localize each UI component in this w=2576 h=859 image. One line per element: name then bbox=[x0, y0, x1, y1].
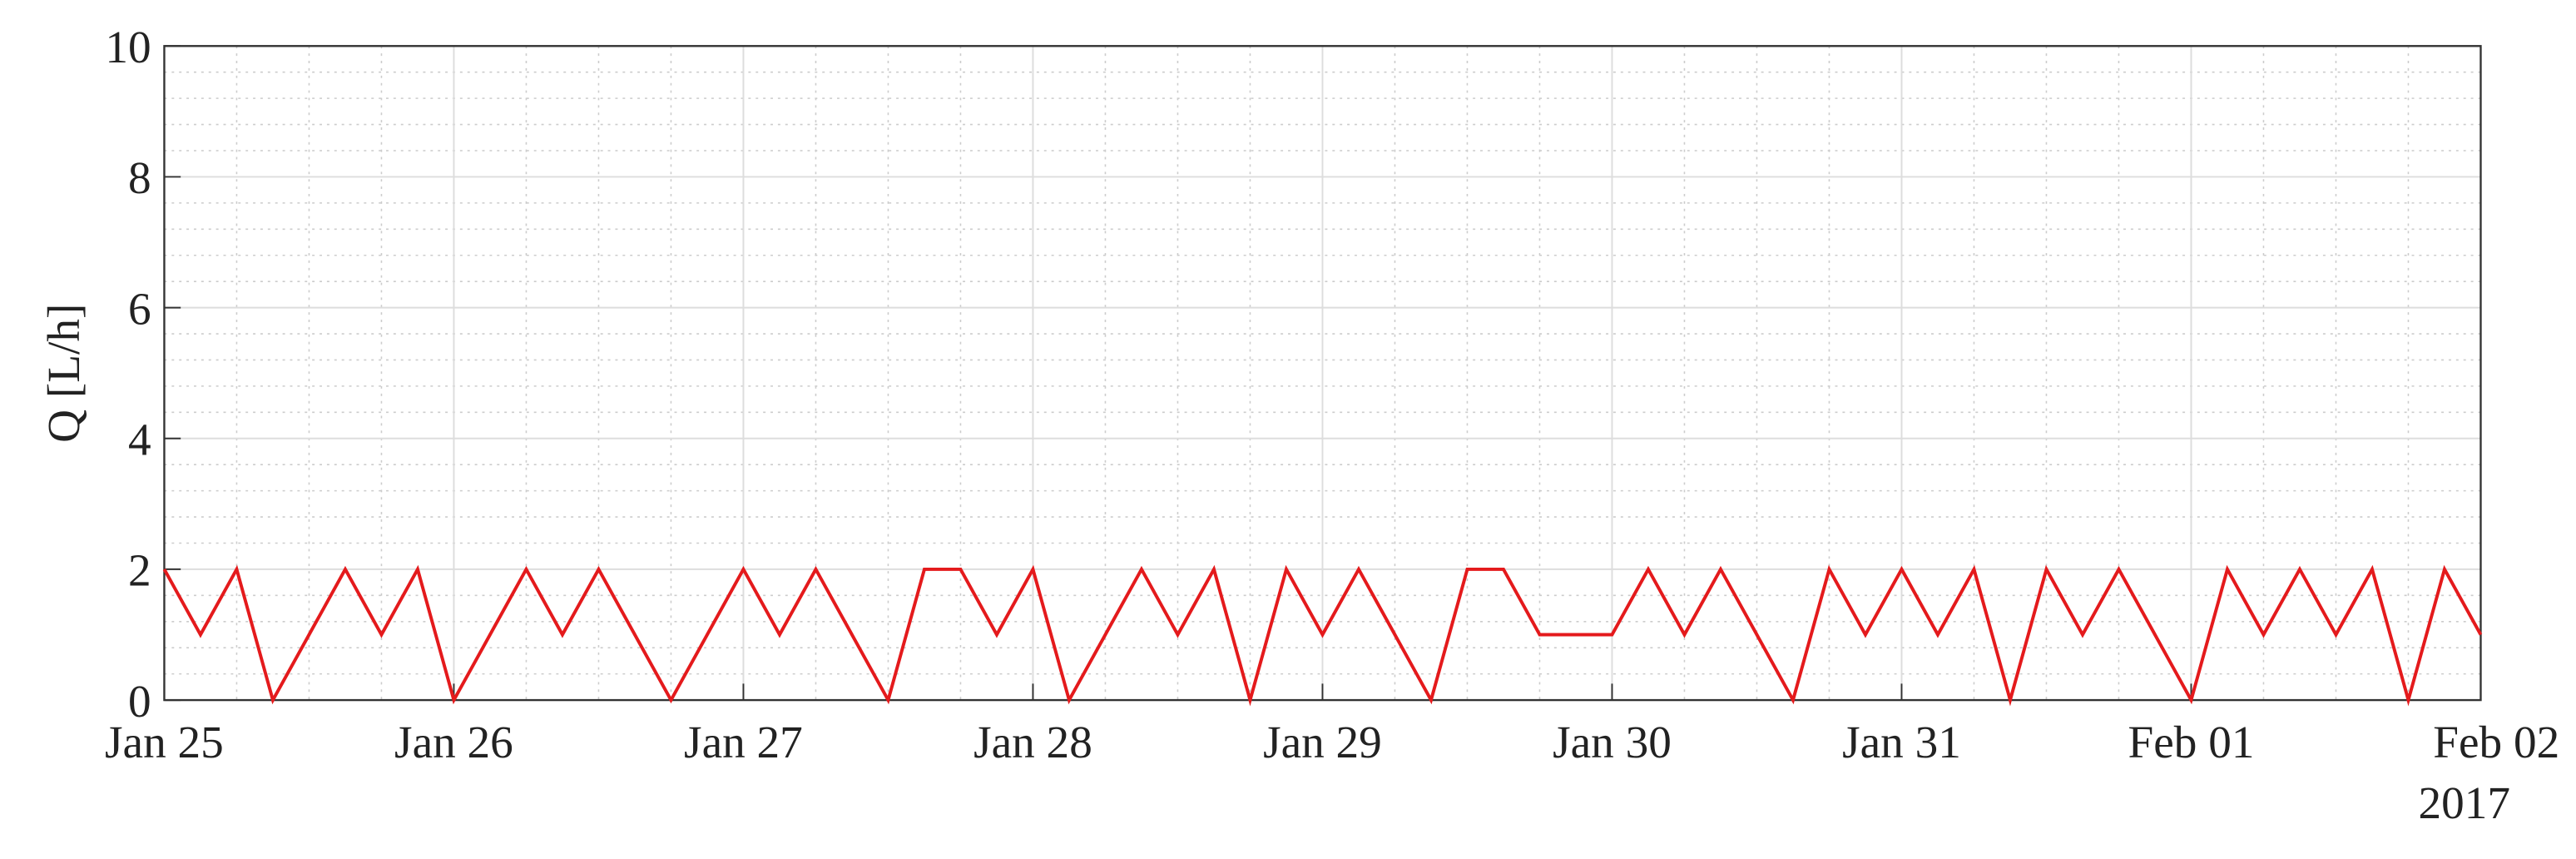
data-line bbox=[162, 564, 2483, 707]
x-tick-label: Feb 01 bbox=[2128, 717, 2254, 767]
x-tick-label: Jan 27 bbox=[684, 717, 803, 767]
x-axis-note: 2017 bbox=[2418, 777, 2510, 828]
x-tick-label: Jan 30 bbox=[1553, 717, 1672, 767]
x-tick-label: Jan 31 bbox=[1842, 717, 1961, 767]
x-tick-label: Feb 02 bbox=[2433, 717, 2559, 767]
y-tick-label: 10 bbox=[105, 22, 151, 72]
y-tick-label: 8 bbox=[128, 152, 151, 203]
x-tick-label: Jan 29 bbox=[1263, 717, 1382, 767]
x-tick-label: Jan 28 bbox=[973, 717, 1092, 767]
plot-frame bbox=[163, 45, 2482, 702]
x-tick-label: Jan 26 bbox=[394, 717, 513, 767]
x-tick-label: Jan 25 bbox=[105, 717, 224, 767]
y-tick-label: 6 bbox=[128, 283, 151, 334]
y-tick-label: 0 bbox=[128, 676, 151, 727]
y-axis-label: Q [L/h] bbox=[38, 304, 89, 443]
y-tick-label: 2 bbox=[128, 545, 151, 596]
y-tick-label: 4 bbox=[128, 415, 151, 465]
